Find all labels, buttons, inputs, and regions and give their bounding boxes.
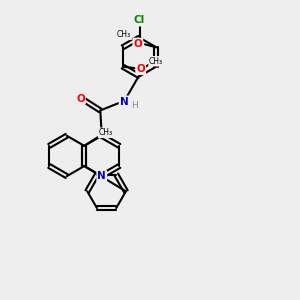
Text: N: N: [98, 171, 106, 181]
Text: O: O: [136, 64, 145, 74]
Text: O: O: [134, 39, 142, 49]
Text: O: O: [76, 94, 85, 103]
Text: N: N: [120, 97, 128, 106]
Text: Cl: Cl: [134, 15, 145, 26]
Text: H: H: [131, 101, 138, 110]
Text: CH₃: CH₃: [117, 30, 131, 39]
Text: CH₃: CH₃: [99, 128, 113, 137]
Text: CH₃: CH₃: [149, 57, 163, 66]
